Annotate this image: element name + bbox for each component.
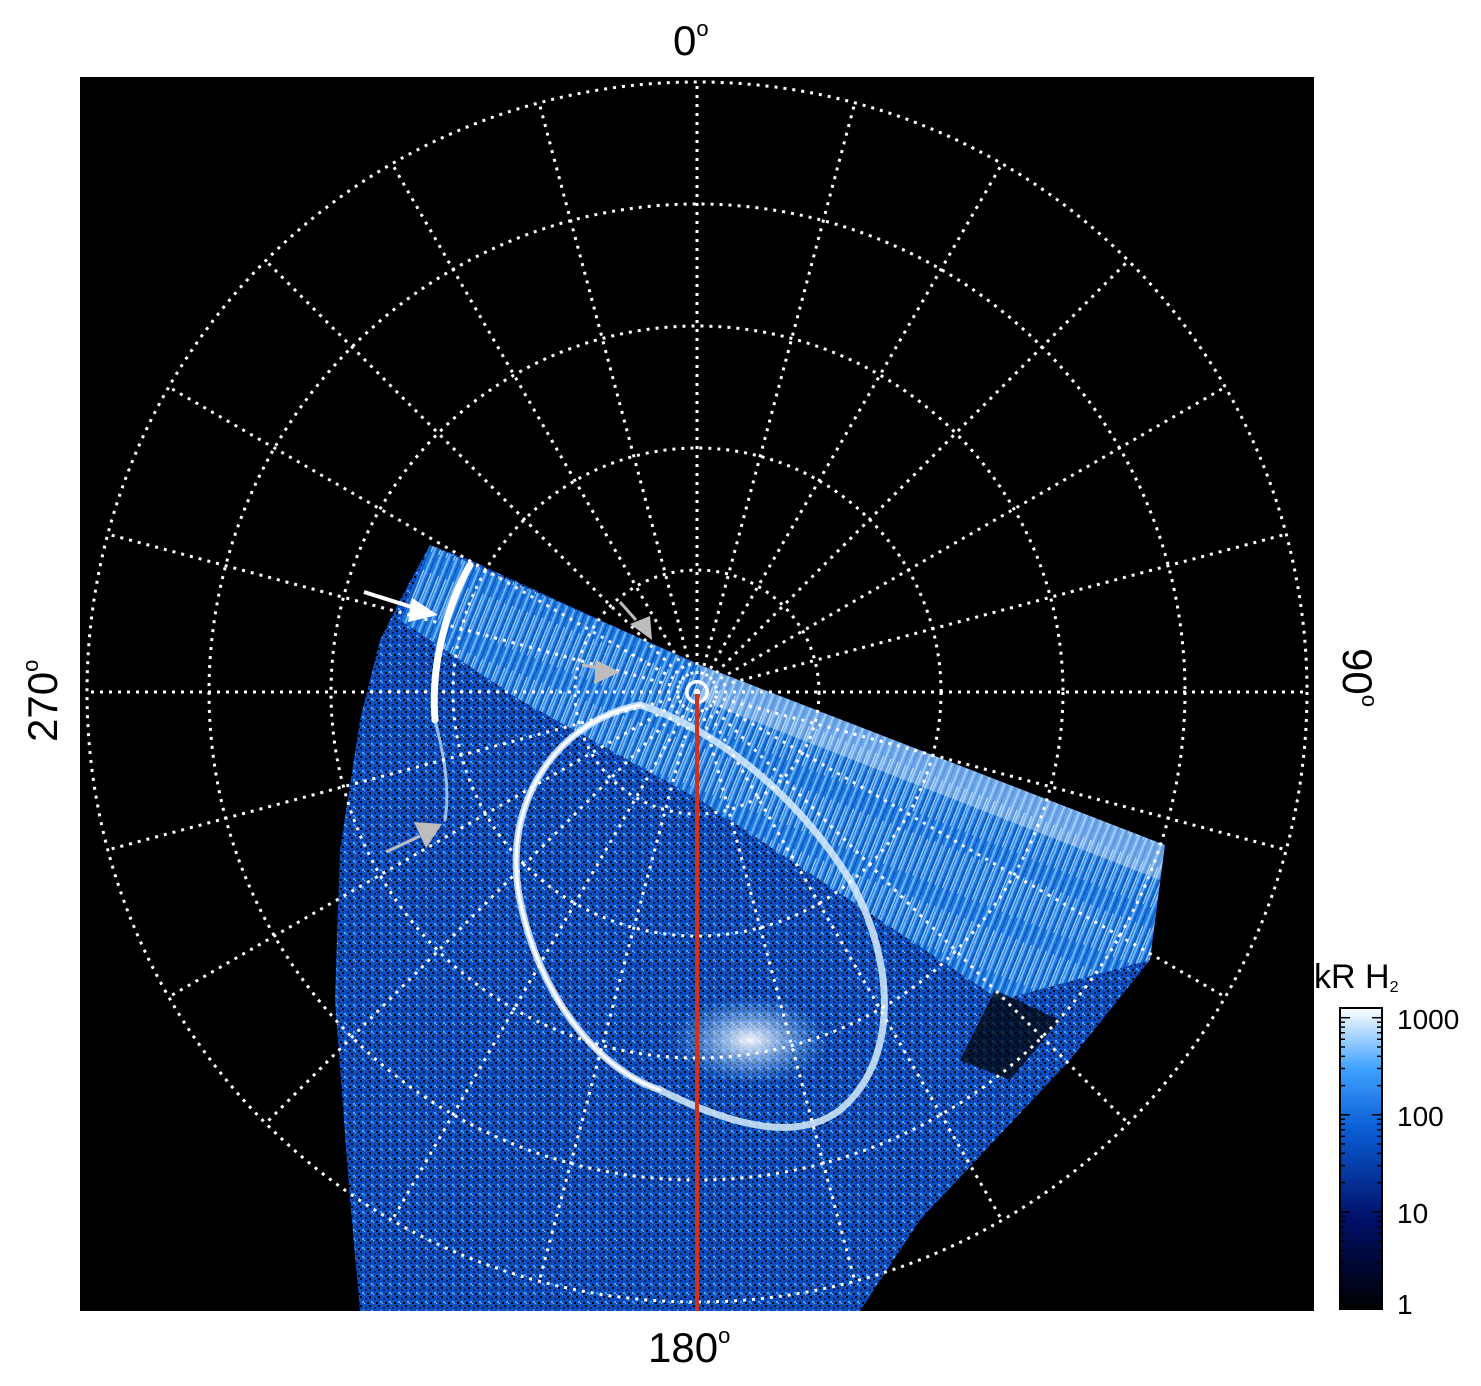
colorbar-tick-1000: 1000 [1397, 1004, 1460, 1035]
meridian-line [696, 385, 1227, 694]
azimuth-label-180: 180o [648, 1323, 731, 1371]
colorbar-tick-10: 10 [1397, 1198, 1429, 1229]
meridian-line [696, 690, 1287, 852]
meridian-line [695, 102, 857, 693]
colorbar [1339, 1007, 1383, 1310]
colorbar-tick-1: 1 [1397, 1289, 1413, 1320]
meridian-line [695, 259, 1130, 694]
colorbar-tick-100: 100 [1397, 1101, 1444, 1132]
meridian-line [264, 259, 699, 694]
meridian-line [695, 691, 857, 1282]
azimuth-label-0: 0o [673, 16, 709, 64]
latitude-ring [329, 324, 1065, 1060]
meridian-line [167, 385, 698, 694]
meridian-line [167, 690, 698, 999]
latitude-ring [85, 80, 1309, 1304]
gray-arrow-lower-left [385, 822, 442, 854]
meridian-line [537, 102, 699, 693]
meridian-line [107, 690, 698, 852]
colorbar-minor-ticks [1340, 1016, 1382, 1310]
azimuth-label-270: 270o [18, 659, 66, 742]
gray-arrow-middle [581, 660, 620, 684]
gray-arrow-upper [618, 601, 652, 640]
azimuth-label-90: 90o [1334, 648, 1382, 707]
meridian-line [390, 162, 699, 693]
meridian-line [695, 690, 1130, 1125]
meridian-line [696, 690, 1227, 999]
meridian-line [696, 532, 1287, 694]
meridian-line [264, 690, 699, 1125]
meridian-line [695, 691, 1004, 1222]
white-arrow [363, 590, 438, 622]
meridian-line [390, 691, 699, 1222]
colorbar-title: kR H2 [1314, 958, 1399, 996]
meridian-line [695, 162, 1004, 693]
meridian-line [537, 691, 699, 1282]
